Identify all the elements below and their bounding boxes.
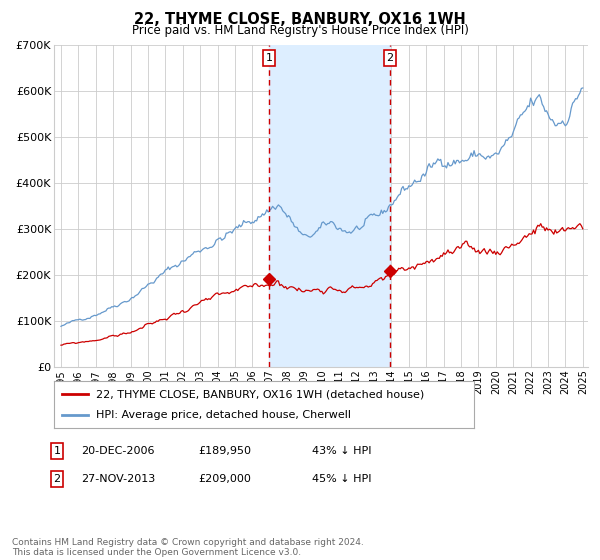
Text: 2: 2 (53, 474, 61, 484)
Text: £209,000: £209,000 (198, 474, 251, 484)
Text: HPI: Average price, detached house, Cherwell: HPI: Average price, detached house, Cher… (96, 410, 351, 420)
Text: 43% ↓ HPI: 43% ↓ HPI (312, 446, 371, 456)
Text: £189,950: £189,950 (198, 446, 251, 456)
Text: 22, THYME CLOSE, BANBURY, OX16 1WH (detached house): 22, THYME CLOSE, BANBURY, OX16 1WH (deta… (96, 389, 424, 399)
Text: 1: 1 (53, 446, 61, 456)
Text: 22, THYME CLOSE, BANBURY, OX16 1WH: 22, THYME CLOSE, BANBURY, OX16 1WH (134, 12, 466, 27)
Text: 45% ↓ HPI: 45% ↓ HPI (312, 474, 371, 484)
Text: 27-NOV-2013: 27-NOV-2013 (81, 474, 155, 484)
Text: 1: 1 (266, 53, 272, 63)
Text: Contains HM Land Registry data © Crown copyright and database right 2024.
This d: Contains HM Land Registry data © Crown c… (12, 538, 364, 557)
Text: Price paid vs. HM Land Registry's House Price Index (HPI): Price paid vs. HM Land Registry's House … (131, 24, 469, 36)
Bar (269, 45, 390, 367)
Text: 20-DEC-2006: 20-DEC-2006 (81, 446, 155, 456)
Text: 2: 2 (386, 53, 394, 63)
